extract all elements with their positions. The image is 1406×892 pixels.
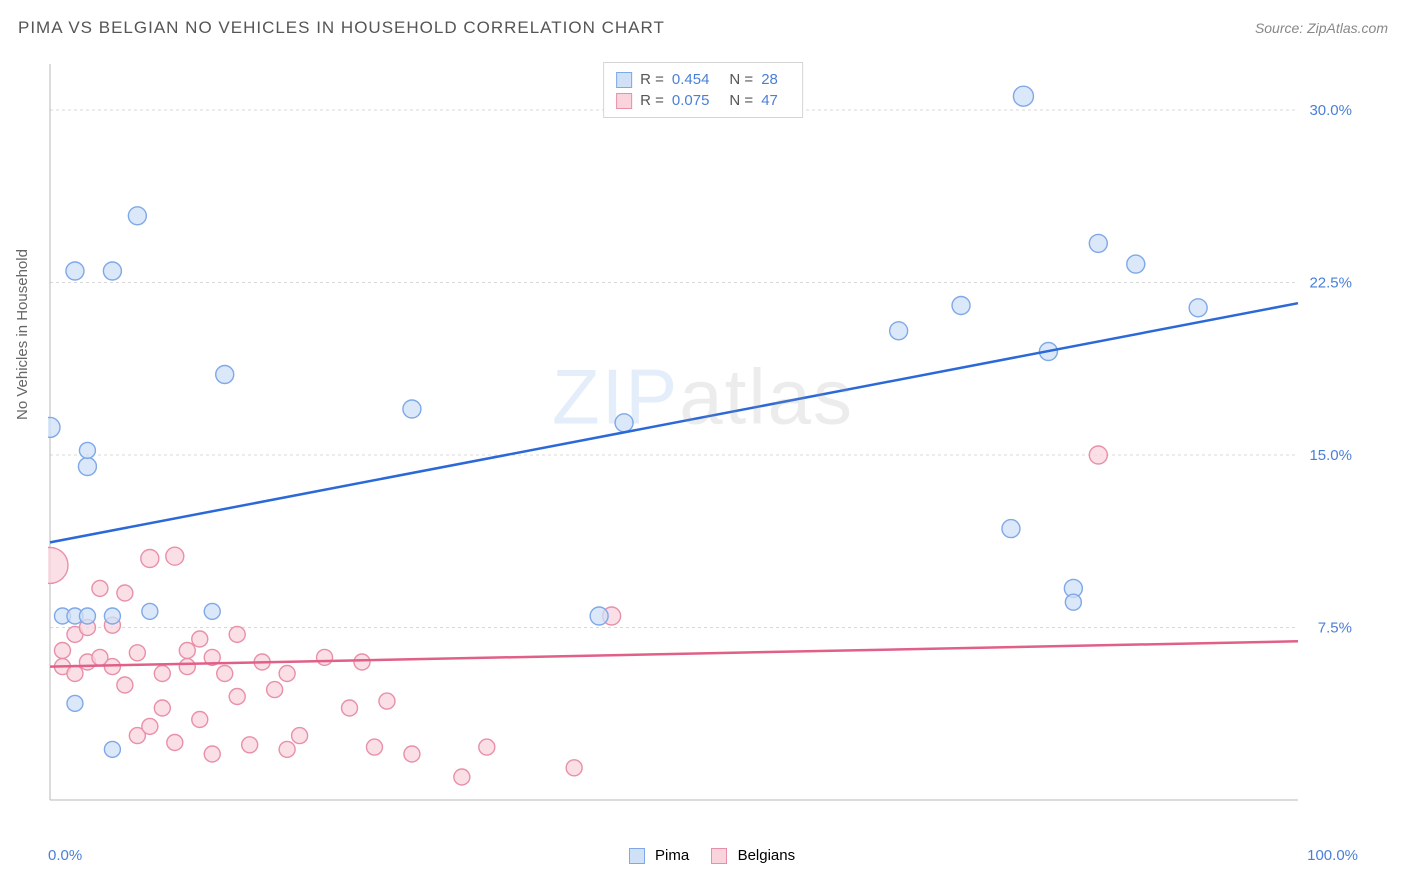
swatch-icon bbox=[629, 848, 645, 864]
source-attribution: Source: ZipAtlas.com bbox=[1255, 20, 1388, 36]
swatch-icon bbox=[616, 72, 632, 88]
legend-row-pima: R =0.454 N =28 bbox=[616, 69, 790, 90]
correlation-legend: R =0.454 N =28 R =0.075 N =47 bbox=[603, 62, 803, 118]
legend-label: Belgians bbox=[738, 847, 796, 864]
legend-label: Pima bbox=[655, 847, 689, 864]
scatter-plot: 7.5% 15.0% 22.5% 30.0% bbox=[48, 58, 1358, 828]
svg-text:15.0%: 15.0% bbox=[1309, 447, 1352, 464]
swatch-icon bbox=[616, 93, 632, 109]
svg-text:22.5%: 22.5% bbox=[1309, 275, 1352, 292]
svg-text:7.5%: 7.5% bbox=[1318, 620, 1352, 637]
swatch-icon bbox=[711, 848, 727, 864]
series-legend: Pima Belgians bbox=[0, 847, 1406, 864]
y-axis-label: No Vehicles in Household bbox=[14, 249, 31, 420]
legend-row-belgians: R =0.075 N =47 bbox=[616, 90, 790, 111]
svg-text:30.0%: 30.0% bbox=[1309, 102, 1352, 119]
chart-title: PIMA VS BELGIAN NO VEHICLES IN HOUSEHOLD… bbox=[18, 18, 665, 38]
